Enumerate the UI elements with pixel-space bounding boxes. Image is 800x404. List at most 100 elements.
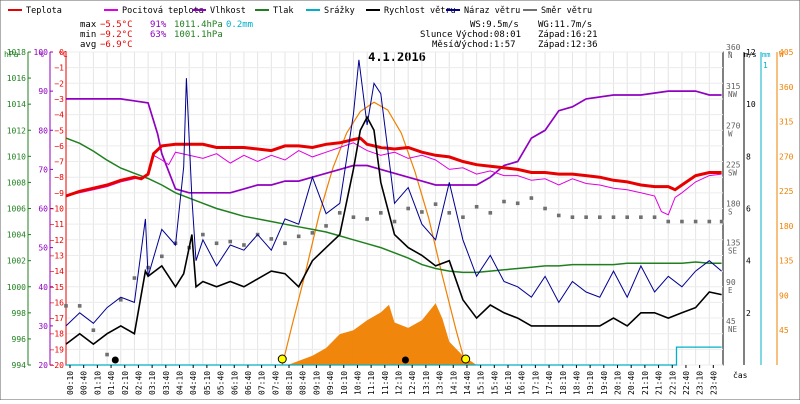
tick-label-pct: 20: [38, 361, 48, 370]
series-feels-like: [65, 142, 722, 216]
stat-max-press: 1011.4hPa: [174, 20, 223, 30]
series-direction-point: [379, 211, 383, 215]
tick-label-hpa: 994: [12, 361, 27, 370]
tick-label-mm: 1: [763, 61, 768, 70]
series-direction-point: [611, 215, 616, 219]
series-direction-point: [406, 206, 410, 211]
x-tick-label: 20:10: [614, 371, 623, 395]
series-clear-sky: [281, 101, 467, 366]
moon-set: Západ:12:36: [538, 40, 598, 50]
unit-degc: °C: [58, 50, 68, 59]
stats-block: max −5.5°C 91% 1011.4hPa 0.2mm min −9.2°…: [80, 20, 253, 50]
tick-label-degc: −16: [50, 298, 65, 307]
x-tick-label: 12:10: [395, 371, 404, 395]
marker-moonset: [401, 356, 409, 364]
stat-min-temp: −9.2°C: [100, 30, 133, 40]
x-tick-label: 15:10: [477, 371, 486, 395]
tick-label-degc: 0: [59, 48, 64, 57]
series-direction-point: [337, 211, 342, 215]
x-tick-label: 08:40: [299, 371, 308, 395]
legend-label-rain: Srážky: [324, 6, 355, 16]
axis-units: hPa % °C ° m/s mm W čas: [4, 50, 784, 380]
axes: 9949969981000100210041006100810101012101…: [7, 43, 794, 370]
tick-label-dir-cardinal: NE: [728, 325, 738, 334]
x-tick-label: 22:10: [668, 371, 677, 395]
x-tick-label: 21:40: [655, 371, 664, 395]
series-gust: [65, 59, 722, 327]
series-direction-point: [324, 224, 328, 228]
tick-label-pct: 70: [38, 165, 48, 174]
stat-label-avg: avg: [80, 40, 96, 50]
x-tick-label: 13:40: [436, 371, 445, 395]
tick-label-solar: 45: [779, 326, 789, 335]
stat-label-max: max: [80, 20, 97, 30]
x-tick-label: 16:10: [504, 371, 513, 395]
x-tick-label: 13:10: [422, 371, 431, 395]
tick-label-dir: 45: [726, 317, 736, 326]
series-direction-point: [214, 241, 219, 246]
tick-label-solar: 225: [779, 187, 794, 196]
marker-sunrise: [277, 354, 287, 364]
series-direction-point: [228, 239, 233, 244]
unit-cas: čas: [733, 370, 748, 380]
chart-title: 4.1.2016: [368, 50, 426, 64]
unit-w: W: [779, 50, 784, 59]
stat-label-min: min: [80, 30, 96, 40]
series-direction-point: [502, 199, 506, 204]
moon-label: Měsíc: [432, 40, 459, 50]
series-direction-point: [64, 304, 68, 308]
tick-label-hpa: 1004: [7, 231, 26, 240]
tick-label-dir-cardinal: S: [728, 208, 733, 217]
x-tick-label: 03:10: [148, 371, 157, 395]
x-tick-label: 21:10: [641, 371, 650, 395]
x-tick-label: 02:40: [134, 371, 143, 395]
tick-label-degc: −4: [54, 111, 64, 120]
plot-area: [64, 59, 724, 366]
x-tick-label: 00:40: [80, 371, 89, 395]
tick-label-solar: 180: [779, 222, 794, 231]
tick-label-pct: 100: [34, 48, 49, 57]
series-direction-point: [105, 352, 109, 357]
tick-label-pct: 90: [38, 87, 48, 96]
x-tick-label: 00:10: [66, 371, 75, 395]
series-direction-point: [707, 219, 712, 224]
x-tick-label: 22:40: [682, 371, 691, 395]
tick-label-pct: 30: [38, 322, 48, 331]
series-direction-point: [666, 219, 671, 224]
tick-label-ms: 10: [746, 100, 756, 109]
x-tick-label: 23:40: [709, 371, 718, 395]
x-tick-label: 05:40: [217, 371, 226, 395]
series-direction-point: [693, 219, 698, 224]
series-direction-point: [447, 211, 452, 215]
legend: Teplota Pocitová teplota Vlhkost Tlak Srážky…: [8, 6, 592, 16]
stat-max-hum: 91%: [150, 20, 167, 30]
x-tick-label: 09:40: [326, 371, 335, 395]
tick-label-degc: −5: [54, 126, 64, 135]
stat-min-hum: 63%: [150, 30, 167, 40]
x-tick-label: 09:10: [312, 371, 321, 395]
tick-label-degc: −20: [50, 361, 65, 370]
tick-label-dir-cardinal: E: [728, 286, 733, 295]
tick-label-degc: −11: [50, 220, 65, 229]
x-tick-label: 05:10: [203, 371, 212, 395]
tick-label-dir: 90: [726, 278, 736, 287]
series-direction-point: [118, 297, 123, 302]
x-axis: 00:10 00:40 01:10 01:40 02:10 02:40 03:10 03:40…: [66, 365, 718, 395]
tick-label-hpa: 1008: [7, 178, 26, 187]
legend-label-hum: Vlhkost: [210, 6, 246, 16]
tick-label-hpa: 1002: [7, 257, 26, 266]
unit-hpa: hPa: [4, 50, 19, 59]
series-wind-speed: [65, 115, 722, 346]
sun-set: Západ:16:21: [538, 30, 598, 40]
x-tick-label: 02:10: [121, 371, 130, 395]
series-direction-point: [598, 215, 602, 219]
tick-label-ms: 12: [746, 48, 756, 57]
x-tick-label: 08:10: [285, 371, 294, 395]
tick-label-dir: 315: [726, 82, 741, 91]
tick-label-hpa: 998: [12, 309, 27, 318]
series-direction-point: [296, 234, 301, 239]
x-tick-label: 10:10: [340, 371, 349, 395]
series-direction-point: [132, 276, 137, 280]
unit-mm: mm: [762, 51, 770, 59]
